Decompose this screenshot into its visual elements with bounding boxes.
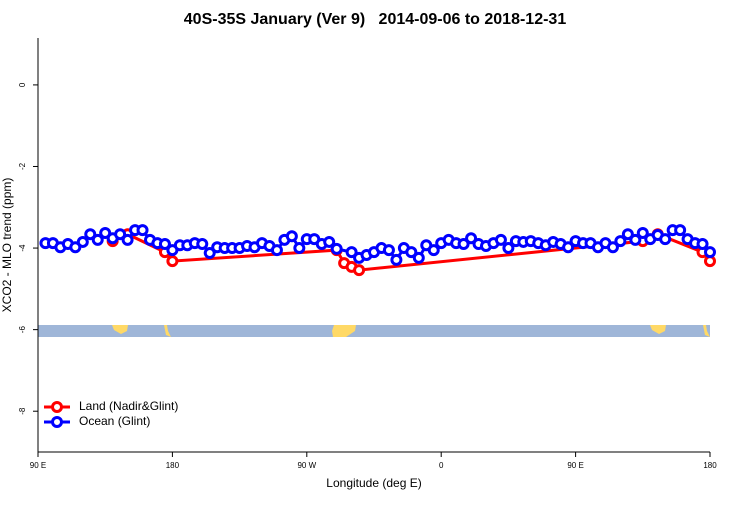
y-tick-label: -6 xyxy=(18,326,27,334)
point xyxy=(203,246,216,259)
point xyxy=(704,246,716,259)
legend-marker xyxy=(51,416,63,428)
point xyxy=(158,237,171,250)
legend-label: Ocean (Glint) xyxy=(79,414,150,428)
point xyxy=(270,244,283,257)
chart-title: 40S-35S January (Ver 9) 2014-09-06 to 20… xyxy=(184,11,567,28)
point xyxy=(405,246,418,259)
point xyxy=(99,226,112,239)
point xyxy=(614,235,627,248)
point xyxy=(696,237,709,250)
point xyxy=(76,235,89,248)
legend-label: Land (Nadir&Glint) xyxy=(79,399,178,413)
point xyxy=(121,233,134,246)
point xyxy=(293,242,306,255)
x-tick-label: 180 xyxy=(703,461,717,470)
point xyxy=(659,233,672,246)
point xyxy=(114,228,127,241)
map-strip xyxy=(38,325,710,337)
point xyxy=(353,264,366,277)
y-axis-label: XCO2 - MLO trend (ppm) xyxy=(0,178,14,313)
point xyxy=(427,244,440,257)
point xyxy=(494,233,507,246)
point xyxy=(621,228,634,241)
point xyxy=(629,233,642,246)
point xyxy=(457,237,470,250)
x-tick-label: 90 W xyxy=(297,461,316,470)
point xyxy=(412,251,425,264)
x-tick-label: 180 xyxy=(166,461,180,470)
x-tick-label: 0 xyxy=(439,461,444,470)
point xyxy=(674,224,687,237)
point xyxy=(606,241,619,254)
y-tick-label: -4 xyxy=(18,244,27,252)
point xyxy=(382,244,395,257)
point xyxy=(166,255,179,268)
point xyxy=(136,224,149,237)
point xyxy=(91,233,104,246)
point xyxy=(330,242,343,255)
x-tick-label: 90 E xyxy=(30,461,46,470)
y-tick-label: 0 xyxy=(18,82,27,87)
point xyxy=(390,253,403,266)
point xyxy=(502,242,515,255)
point xyxy=(285,230,298,243)
point xyxy=(196,237,209,250)
x-axis-label: Longitude (deg E) xyxy=(326,476,421,490)
point xyxy=(636,226,649,239)
point xyxy=(84,228,97,241)
y-tick-label: -2 xyxy=(18,162,27,170)
point xyxy=(345,246,358,259)
legend-marker xyxy=(51,401,63,413)
y-tick-label: -8 xyxy=(18,407,27,415)
point xyxy=(69,241,82,254)
x-tick-label: 90 E xyxy=(567,461,583,470)
point xyxy=(323,235,336,248)
point xyxy=(562,241,575,254)
point xyxy=(465,232,478,245)
